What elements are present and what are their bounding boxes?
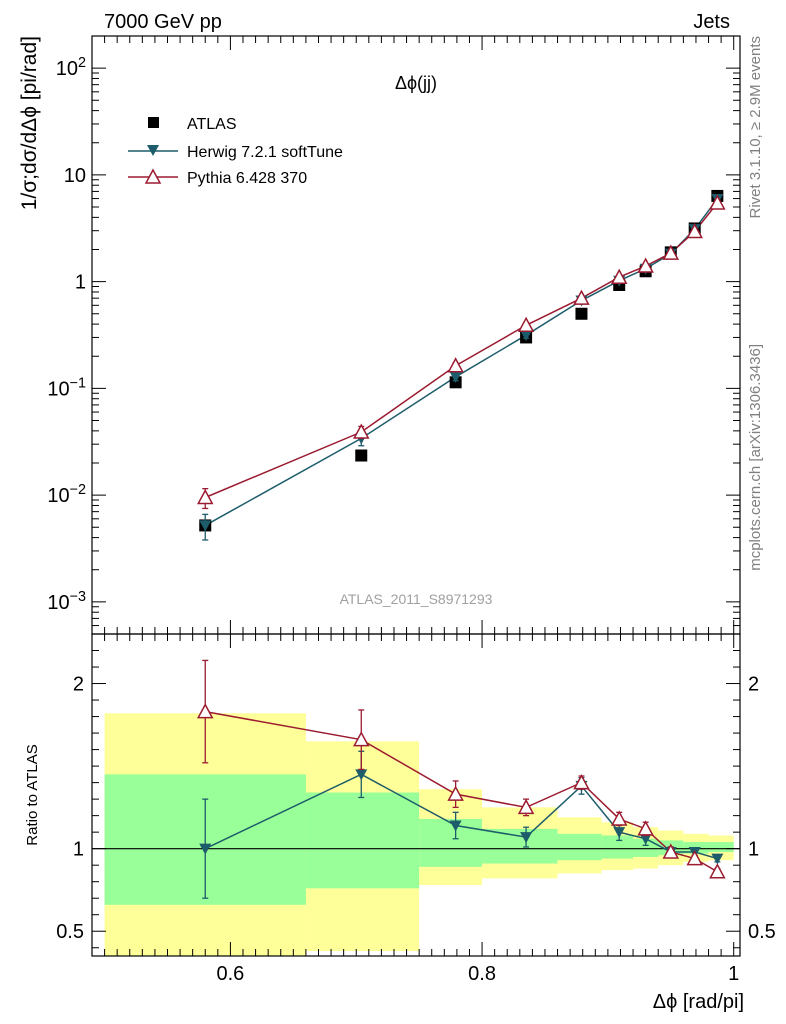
ratio-line-herwig-7-2-1-softtune — [204, 773, 718, 860]
ratio-line-pythia-6-428-370 — [205, 710, 718, 873]
legend-label-atlas: ATLAS — [187, 116, 237, 133]
ratio-ytick-label-2: 2 — [73, 674, 84, 696]
ratio-point-herwig-7-2-1-softtune-6 — [639, 833, 652, 845]
point-pythia-6-428-370-3 — [517, 316, 535, 333]
legend-marker-herwig — [147, 145, 159, 156]
legend-marker-atlas — [148, 117, 159, 128]
point-pythia-6-428-370-8 — [686, 222, 703, 239]
band-inner-5 — [601, 835, 634, 859]
legend-item-herwig: Herwig 7.2.1 softTune — [128, 144, 343, 161]
side-label-rivet: Rivet 3.1.10, ≥ 2.9M events — [747, 36, 764, 219]
x-axis: 0.6 0.8 1 — [104, 634, 739, 985]
ratio-frame — [91, 633, 741, 957]
ratio-point-herwig-7-2-1-softtune-9 — [711, 853, 724, 865]
main-ytick-label-3: 1 — [75, 272, 86, 294]
main-x-ticks — [104, 36, 735, 634]
ratio-point-herwig-7-2-1-softtune-2 — [449, 820, 462, 832]
band-inner-3 — [482, 828, 558, 864]
band-inner-2 — [419, 818, 483, 867]
main-plot-area — [196, 189, 726, 541]
point-pythia-6-428-370-2 — [447, 357, 464, 373]
legend-label-pythia: Pythia 6.428 370 — [187, 170, 307, 187]
point-atlas-1 — [355, 449, 368, 462]
watermark: ATLAS_2011_S8971293 — [340, 591, 493, 607]
legend-label-herwig: Herwig 7.2.1 softTune — [187, 144, 343, 161]
ratio-point-herwig-7-2-1-softtune-1 — [355, 769, 368, 781]
ratio-panel: 0.5 0.5 1 1 2 2 0.6 0.8 1 Ratio to ATLAS Δϕ [ra… — [24, 633, 776, 1013]
x-tick-label-1: 0.8 — [468, 963, 496, 985]
point-pythia-6-428-370-9 — [709, 194, 726, 210]
ratio-point-herwig-7-2-1-softtune-3 — [520, 832, 533, 844]
ratio-point-pythia-6-428-370-2 — [447, 785, 464, 801]
ratio-ytick-label-1: 1 — [73, 839, 84, 861]
band-inner-4 — [557, 833, 602, 861]
legend-item-pythia: Pythia 6.428 370 — [128, 168, 307, 187]
ratio-point-pythia-6-428-370-8 — [686, 849, 703, 866]
point-pythia-6-428-370-7 — [662, 244, 680, 260]
ratio-point-pythia-6-428-370-6 — [637, 820, 654, 836]
series-line-pythia-6-428-370 — [204, 202, 718, 499]
x-tick-label-2: 1 — [728, 963, 739, 985]
band-inner-6 — [633, 838, 659, 857]
point-pythia-6-428-370-0 — [196, 488, 214, 505]
header-left: 7000 GeV pp — [104, 11, 222, 33]
side-label-mcplots: mcplots.cern.ch [arXiv:1306.3436] — [747, 344, 764, 571]
ratio-plot-area — [92, 659, 740, 956]
ratio-point-herwig-7-2-1-softtune-0 — [199, 843, 212, 855]
ratio-ytick-label-right-1: 1 — [748, 839, 759, 861]
ratio-point-pythia-6-428-370-1 — [353, 731, 370, 747]
point-herwig-7-2-1-softtune-3 — [520, 330, 533, 342]
ratio-point-pythia-6-428-370-7 — [662, 843, 680, 859]
point-herwig-7-2-1-softtune-0 — [199, 520, 212, 532]
legend-marker-pythia — [144, 168, 162, 184]
point-herwig-7-2-1-softtune-2 — [449, 371, 462, 383]
point-pythia-6-428-370-4 — [573, 289, 590, 305]
legend: ATLAS Herwig 7.2.1 softTune Pythia 6.428… — [128, 116, 343, 187]
ratio-point-pythia-6-428-370-0 — [196, 703, 214, 719]
point-atlas-4 — [575, 307, 588, 320]
main-ylabel: 1/σ;dσ/dΔϕ [pi/rad] — [18, 36, 41, 210]
legend-item-atlas: ATLAS — [148, 116, 237, 133]
ratio-point-herwig-7-2-1-softtune-5 — [613, 827, 626, 839]
ratio-point-pythia-6-428-370-5 — [610, 810, 628, 826]
ratio-y-axis: 0.5 0.5 1 1 2 2 — [56, 650, 776, 949]
ratio-point-pythia-6-428-370-3 — [517, 798, 535, 815]
point-pythia-6-428-370-1 — [353, 423, 370, 439]
ratio-ylabel: Ratio to ATLAS — [24, 744, 41, 845]
main-ytick-label-4: 10 — [64, 165, 86, 187]
plot-title: Δϕ(jj) — [395, 73, 437, 93]
point-pythia-6-428-370-5 — [610, 268, 628, 284]
x-axis-label: Δϕ [rad/pi] — [653, 991, 744, 1013]
ratio-point-pythia-6-428-370-4 — [573, 774, 590, 790]
point-pythia-6-428-370-6 — [637, 257, 654, 273]
x-tick-label-0: 0.6 — [217, 963, 245, 985]
ratio-ytick-label-right-2: 2 — [748, 674, 759, 696]
band-inner-1 — [305, 792, 420, 889]
ratio-ytick-label-0: 0.5 — [56, 921, 84, 943]
band-inner-9 — [708, 842, 734, 852]
ratio-point-pythia-6-428-370-9 — [709, 863, 726, 879]
header-right: Jets — [693, 11, 730, 33]
ratio-ytick-label-right-0: 0.5 — [748, 921, 776, 943]
